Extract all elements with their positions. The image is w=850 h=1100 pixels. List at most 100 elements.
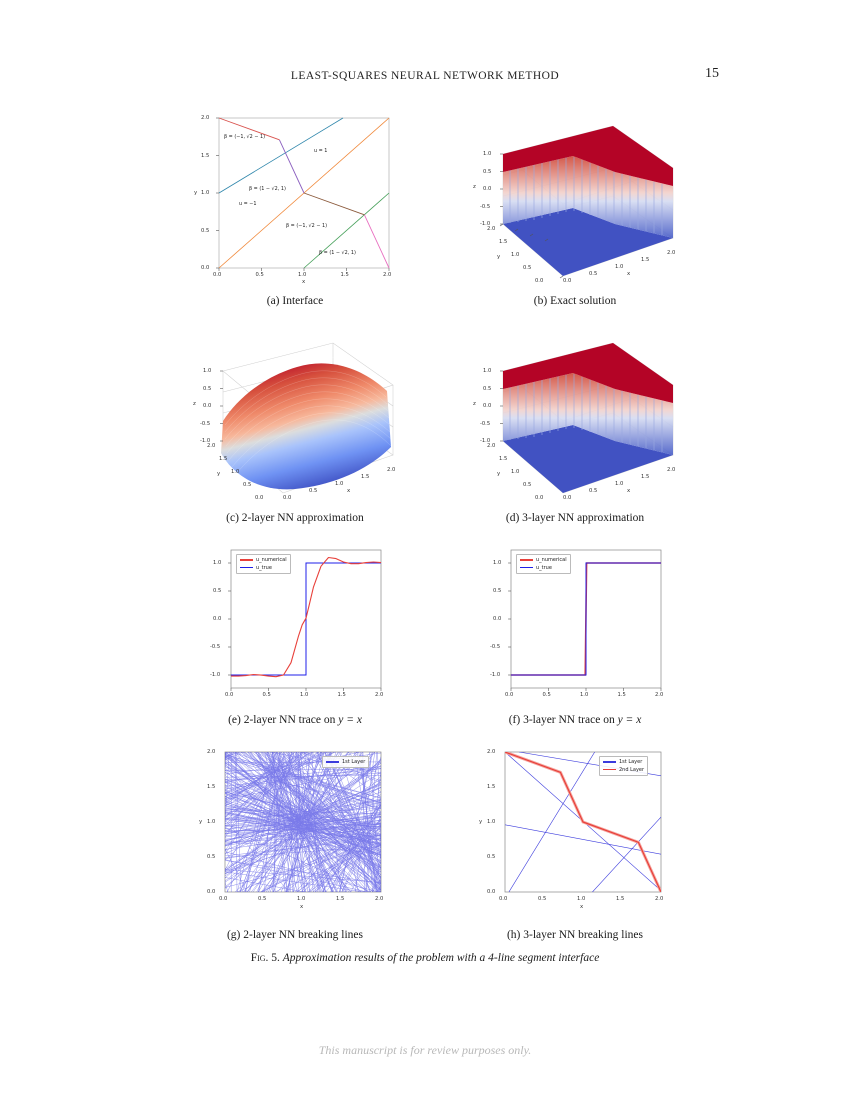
tick-x-d-0: 0.0 <box>563 495 572 501</box>
tick-y-c-0: 0.0 <box>255 495 264 501</box>
legend-entry-u-numerical: u_numerical <box>240 557 287 563</box>
tick-x-e-0: 0.0 <box>225 692 234 698</box>
tick-y-f-4: 1.0 <box>493 560 502 566</box>
tick-y-e-3: 0.5 <box>213 588 222 594</box>
subfigure-c: 1.0 0.5 0.0 -0.5 -1.0 z 2.0 1.5 1.0 0.5 … <box>155 325 435 542</box>
legend-entry-layer2-h: 2nd Layer <box>603 767 644 773</box>
subcaption-a: (a) Interface <box>266 295 324 307</box>
tick-y-h-4: 2.0 <box>487 749 496 755</box>
subcaption-e-math: y = x <box>338 714 362 726</box>
axis-label-x: x <box>302 279 306 285</box>
legend-label-u-true: u_true <box>256 564 272 571</box>
subcaption-d: (d) 3-layer NN approximation <box>505 512 645 524</box>
tick-x-3: 1.5 <box>340 272 349 278</box>
tick-y-4: 2.0 <box>201 115 210 121</box>
figure-row-4: 1st Layer 0.0 0.5 1.0 1.5 2.0 0.0 0.5 1.… <box>155 744 715 959</box>
axis-label-z-c: z <box>193 401 196 407</box>
subcaption-h: (h) 3-layer NN breaking lines <box>506 929 644 941</box>
axis-label-y-g: y <box>199 819 203 825</box>
tick-x-4: 2.0 <box>383 272 392 278</box>
tick-z-c-3: 0.5 <box>203 385 212 392</box>
tick-x-c-4: 2.0 <box>387 467 396 473</box>
nn2-surface-plot: 1.0 0.5 0.0 -0.5 -1.0 z 2.0 1.5 1.0 0.5 … <box>179 325 411 505</box>
tick-y-c-2: 1.0 <box>231 469 240 475</box>
axis-label-y-h: y <box>479 819 483 825</box>
subcaption-c: (c) 2-layer NN approximation <box>226 512 364 524</box>
legend-swatch-u-numerical <box>240 559 253 561</box>
tick-y-g-1: 0.5 <box>207 854 216 860</box>
figure-caption-text: Approximation results of the problem wit… <box>282 952 600 964</box>
tick-z-d-2: 0.0 <box>483 403 492 409</box>
tick-x-b-2: 1.0 <box>615 264 624 270</box>
figure-row-3: u_numerical u_true 0.0 0.5 1.0 1.5 2.0 -… <box>155 542 715 744</box>
tick-z-1: -0.5 <box>480 203 491 210</box>
tick-y-h-3: 1.5 <box>487 784 496 790</box>
region-label-u1: u = 1 <box>314 148 328 154</box>
axis-label-y-b: y <box>497 254 501 260</box>
trace-2layer-plot: u_numerical u_true 0.0 0.5 1.0 1.5 2.0 -… <box>179 542 411 707</box>
legend-swatch-layer1-h <box>603 761 616 763</box>
tick-y-h-2: 1.0 <box>487 819 496 825</box>
tick-y-b-2: 1.0 <box>511 252 520 258</box>
tick-y-f-1: -0.5 <box>490 644 501 650</box>
figure-row-2: 1.0 0.5 0.0 -0.5 -1.0 z 2.0 1.5 1.0 0.5 … <box>155 325 715 542</box>
tick-x-b-0: 0.0 <box>563 278 572 284</box>
axis-label-y-d: y <box>497 471 501 477</box>
tick-x-2: 1.0 <box>298 272 307 278</box>
axis-label-z: z <box>473 184 476 190</box>
legend-swatch-u-true-f <box>520 566 533 569</box>
tick-x-b-3: 1.5 <box>641 257 650 263</box>
legend-swatch-u-true <box>240 566 253 569</box>
nn3-surface-3d <box>500 342 674 494</box>
axis-label-z-d: z <box>473 401 476 407</box>
axis-label-x-d: x <box>627 488 631 494</box>
axis-label-y-c: y <box>217 471 221 477</box>
tick-y-3: 1.5 <box>201 152 210 159</box>
axis-label-y: y <box>194 190 198 196</box>
tick-x-g-3: 1.5 <box>336 896 345 902</box>
tick-x-e-1: 0.5 <box>262 692 271 698</box>
tick-y-b-1: 0.5 <box>523 265 532 271</box>
tick-z-c-4: 1.0 <box>203 368 212 374</box>
subcaption-f-math: y = x <box>617 714 642 726</box>
legend-swatch-layer1-g <box>326 761 339 763</box>
subfigure-d: 1.0 0.5 0.0 -0.5 -1.0 z 2.0 1.5 1.0 0.5 … <box>435 325 715 542</box>
tick-z-d-4: 1.0 <box>483 368 492 374</box>
tick-z-c-2: 0.0 <box>203 403 212 409</box>
tick-y-d-1: 0.5 <box>523 482 532 488</box>
tick-x-e-3: 1.5 <box>337 692 346 698</box>
tick-x-h-0: 0.0 <box>499 896 508 902</box>
subfigure-e: u_numerical u_true 0.0 0.5 1.0 1.5 2.0 -… <box>155 542 435 744</box>
tick-y-f-0: -1.0 <box>490 672 501 678</box>
region-label-u-1: u = −1 <box>239 201 257 207</box>
subfigure-f: u_numerical u_true 0.0 0.5 1.0 1.5 2.0 -… <box>435 542 715 744</box>
legend-label-layer1-h: 1st Layer <box>619 759 643 765</box>
figure-5: 0.0 0.5 1.0 1.5 2.0 0.0 0.5 1.0 1.5 2.0 … <box>155 108 715 959</box>
tick-y-c-4: 2.0 <box>207 443 216 449</box>
legend-label-u-numerical: u_numerical <box>256 557 287 563</box>
tick-x-d-2: 1.0 <box>615 481 624 487</box>
tick-x-g-0: 0.0 <box>219 896 228 902</box>
legend-swatch-u-numerical-f <box>520 559 533 561</box>
tick-y-g-0: 0.0 <box>207 889 216 895</box>
legend-entry-u-true-f: u_true <box>520 565 567 571</box>
tick-x-g-2: 1.0 <box>297 896 306 902</box>
tick-y-g-2: 1.0 <box>207 819 216 825</box>
tick-x-f-3: 1.5 <box>617 692 626 698</box>
tick-x-f-0: 0.0 <box>505 692 514 698</box>
tick-x-b-1: 0.5 <box>589 271 598 277</box>
figure-caption-label: Fig. 5. <box>250 952 280 964</box>
tick-x-c-2: 1.0 <box>335 481 344 487</box>
subcaption-f: (f) 3-layer NN trace on y = x <box>509 714 642 726</box>
tick-z-c-1: -0.5 <box>200 420 211 427</box>
tick-x-g-4: 2.0 <box>375 896 384 902</box>
interface-plot: 0.0 0.5 1.0 1.5 2.0 0.0 0.5 1.0 1.5 2.0 … <box>179 108 411 288</box>
legend-swatch-layer2-h <box>603 768 616 771</box>
tick-y-d-3: 1.5 <box>499 456 508 462</box>
tick-x-h-3: 1.5 <box>616 896 625 902</box>
legend-label-layer2-h: 2nd Layer <box>619 766 645 773</box>
tick-z-3: 0.5 <box>483 168 492 175</box>
running-head-title: Least-Squares Neural Network Method <box>290 70 560 82</box>
subcaption-b: (b) Exact solution <box>533 295 617 307</box>
